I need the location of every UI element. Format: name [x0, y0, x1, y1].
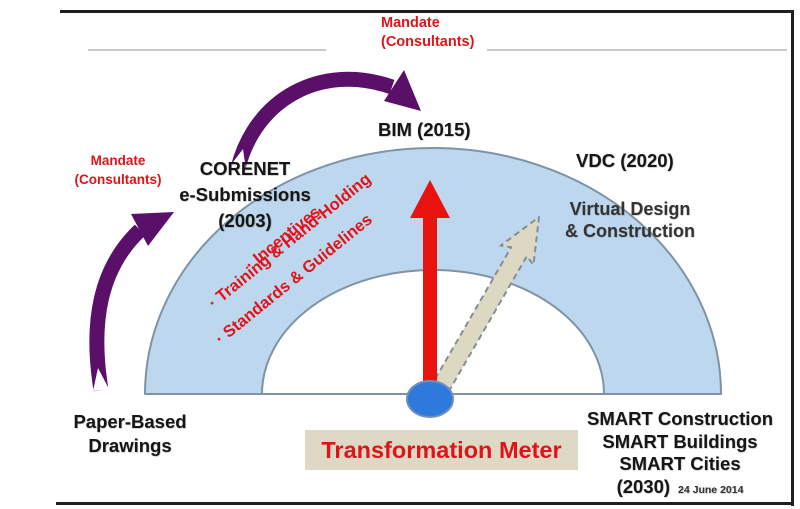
stage-vdc: VDC (2020)	[576, 150, 674, 171]
needle-arrow	[410, 180, 450, 395]
corenet-line3: (2003)	[218, 210, 272, 231]
stage-corenet: CORENET e-Submissions (2003)	[160, 156, 330, 234]
mandate-left-line2: (Consultants)	[74, 172, 162, 187]
smart-line1: SMART Construction	[586, 408, 773, 429]
mandate-left-line1: Mandate	[90, 153, 146, 168]
meter-title: Transformation Meter	[321, 436, 562, 463]
bottom-border-line	[56, 502, 791, 505]
mandate-consultants-label-top: Mandate (Consultants)	[381, 14, 474, 52]
header-divider-left	[88, 49, 326, 51]
header-divider-right	[487, 49, 787, 51]
arrow-tail-notch	[230, 149, 246, 170]
arrow-tail-notch	[93, 368, 109, 391]
mandate-consultants-label-left: Mandate (Consultants)	[62, 151, 174, 189]
stage-bim: BIM (2015)	[378, 119, 471, 140]
top-border-line	[60, 10, 794, 13]
mandate-arrow-left	[89, 212, 174, 392]
vdc-sub-line1: Virtual Design	[569, 199, 691, 219]
right-border-line	[791, 10, 794, 506]
gauge-pivot	[406, 380, 454, 418]
future-needle-arrow	[429, 216, 540, 398]
vdc-sub-line2: & Construction	[565, 221, 695, 241]
smart-year: (2030)	[616, 475, 671, 497]
smart-line2: SMART Buildings	[602, 430, 758, 452]
smart-line4-row: (2030) 24 June 2014	[573, 476, 787, 502]
paper-line1: Paper-Based	[73, 411, 187, 432]
meter-title-box: Transformation Meter	[305, 430, 578, 470]
stage-paper-based: Paper-Based Drawings	[55, 410, 205, 458]
stage-vdc-subtitle: Virtual Design & Construction	[545, 198, 715, 242]
mandate-top-line2: (Consultants)	[381, 34, 475, 50]
mandate-top-line1: Mandate	[381, 15, 440, 31]
stage-smart: SMART Construction SMART Buildings SMART…	[573, 408, 787, 501]
slide-date: 24 June 2014	[678, 483, 744, 496]
corenet-line1: CORENET	[199, 158, 291, 179]
mandate-arrow-top	[230, 70, 421, 170]
corenet-line2: e-Submissions	[179, 184, 311, 205]
gauge-arc	[144, 147, 722, 395]
paper-line2: Drawings	[88, 435, 172, 456]
smart-line3: SMART Cities	[619, 453, 741, 474]
